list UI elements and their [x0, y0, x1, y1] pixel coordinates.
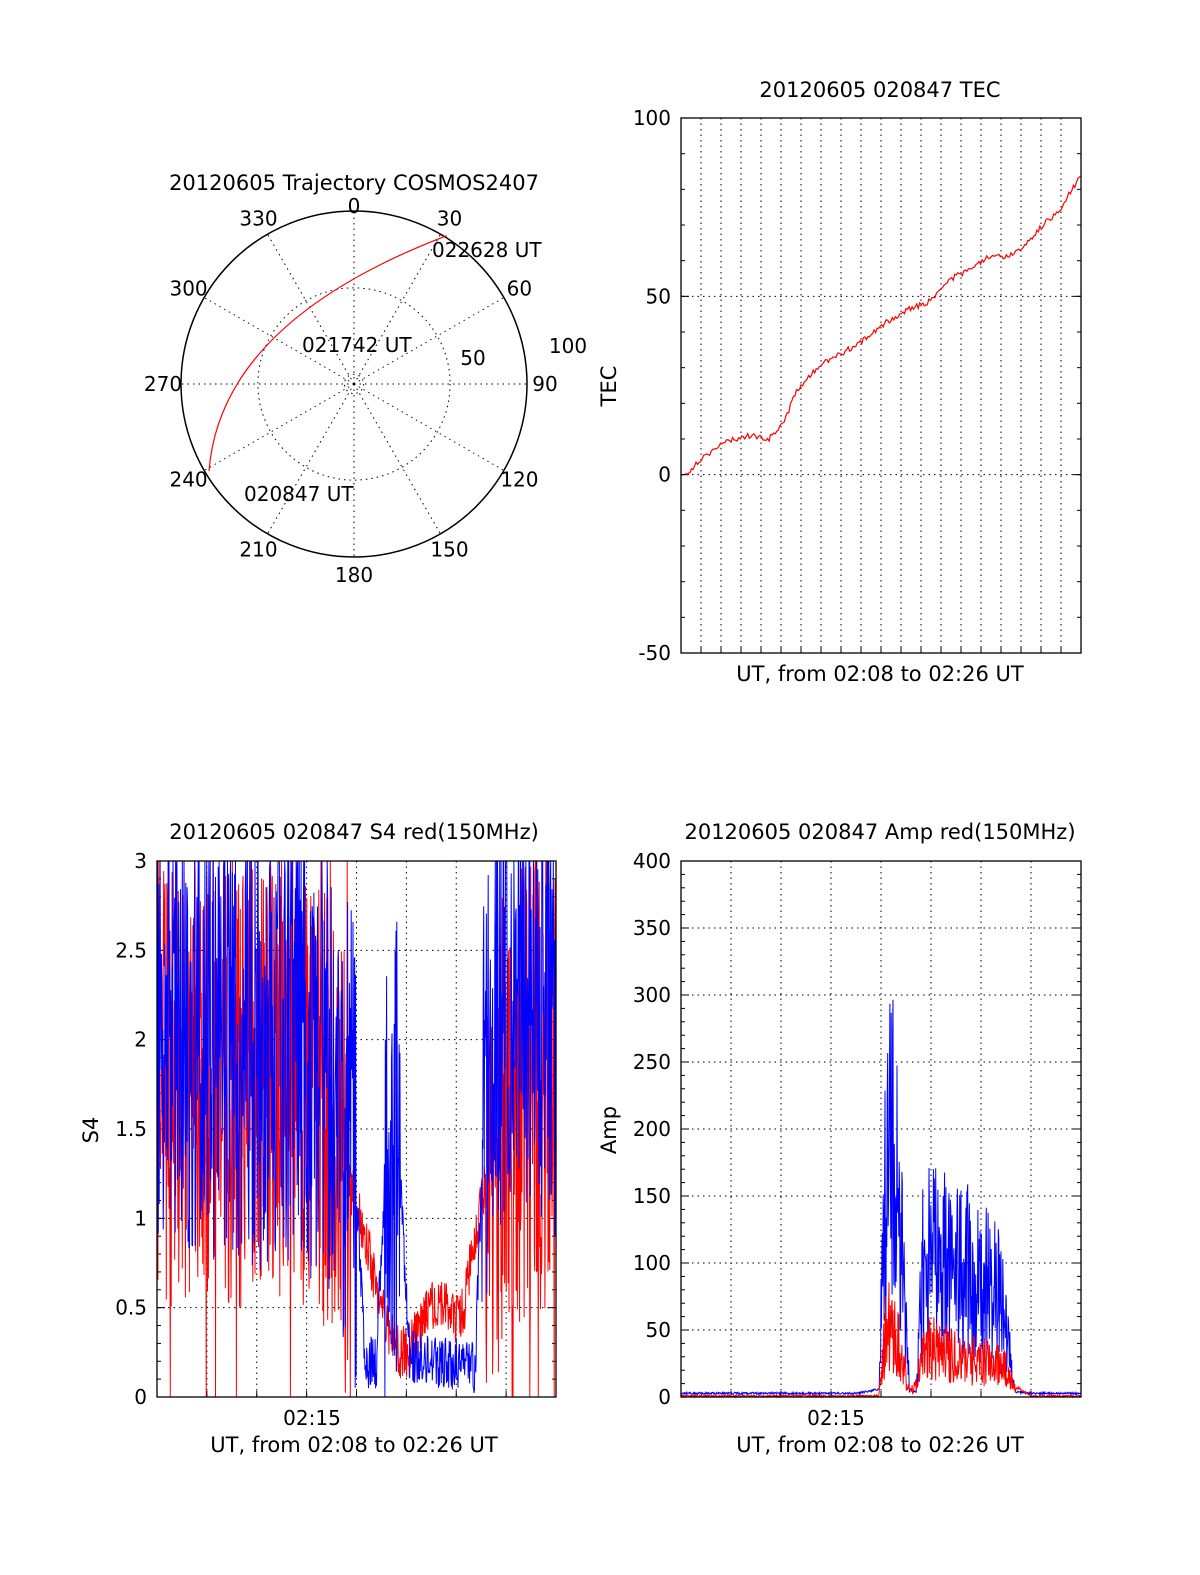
- polar-azimuth-label-270: 270: [144, 372, 182, 396]
- polar-track-line: [208, 235, 447, 472]
- s4-y-tick-labels: 0 0.5 1 1.5 2 2.5 3: [115, 849, 147, 1409]
- s4-ytick-label: 1: [134, 1206, 147, 1230]
- tec-plot-frame: [680, 117, 1082, 654]
- s4-y-axis-label: S4: [79, 1117, 103, 1144]
- amp-ticks: [681, 860, 1081, 1398]
- polar-azimuth-label-330: 330: [239, 207, 277, 231]
- s4-ytick-label: 2: [134, 1028, 147, 1052]
- amp-ytick-label: 100: [633, 1251, 671, 1275]
- polar-spoke-300: [203, 297, 355, 385]
- polar-spoke-240: [203, 383, 355, 471]
- s4-ytick-label: 0: [134, 1385, 147, 1409]
- amp-ytick-label: 50: [646, 1318, 671, 1342]
- polar-radial-label-100: 100: [549, 334, 587, 358]
- tec-grid: [681, 118, 1081, 653]
- amp-grid: [681, 861, 1081, 1397]
- amp-ytick-label: 350: [633, 916, 671, 940]
- amp-x-tick-label: 02:15: [807, 1406, 865, 1430]
- polar-azimuth-label-120: 120: [500, 468, 538, 492]
- polar-spoke-330: [267, 233, 355, 385]
- polar-azimuth-label-300: 300: [169, 277, 207, 301]
- polar-annotation-end: 022628 UT: [432, 238, 542, 262]
- polar-azimuth-label-180: 180: [335, 563, 373, 587]
- s4-ytick-label: 2.5: [115, 938, 147, 962]
- polar-ring-50: [257, 287, 451, 481]
- amp-y-tick-labels: 0 50 100 150 200 250 300 350 400: [633, 849, 671, 1409]
- amp-plot-frame: [680, 860, 1082, 1398]
- s4-title: 20120605 020847 S4 red(150MHz): [169, 820, 539, 844]
- s4-ytick-label: 0.5: [115, 1296, 147, 1320]
- polar-annotation-mid: 021742 UT: [302, 333, 412, 357]
- tec-y-tick-labels: -50 0 50 100: [633, 106, 671, 665]
- s4-ytick-label: 1.5: [115, 1117, 147, 1141]
- polar-spoke-30: [353, 233, 441, 385]
- polar-title: 20120605 Trajectory COSMOS2407: [169, 171, 539, 195]
- tec-panel: 20120605 020847 TEC -50 0 50 100 TEC UT, fr…: [597, 78, 1082, 686]
- amp-panel: 20120605 020847 Amp red(150MHz) 0 50 100 15…: [597, 820, 1082, 1457]
- tec-ytick-label: -50: [638, 641, 671, 665]
- s4-plot-frame: [156, 860, 557, 1398]
- amp-ytick-label: 400: [633, 849, 671, 873]
- polar-azimuth-label-60: 60: [507, 277, 532, 301]
- amp-ytick-label: 0: [658, 1385, 671, 1409]
- amp-ytick-label: 250: [633, 1050, 671, 1074]
- amp-x-axis-label: UT, from 02:08 to 02:26 UT: [736, 1433, 1024, 1457]
- polar-spoke-120: [353, 383, 505, 471]
- tec-x-axis-label: UT, from 02:08 to 02:26 UT: [736, 662, 1024, 686]
- s4-panel: 20120605 020847 S4 red(150MHz) 0 0.5 1 1.5 2…: [79, 820, 557, 1457]
- amp-y-axis-label: Amp: [597, 1106, 621, 1154]
- tec-ytick-label: 100: [633, 106, 671, 130]
- tec-title: 20120605 020847 TEC: [759, 78, 1000, 102]
- tec-ticks: [681, 117, 1081, 654]
- polar-azimuth-label-0: 0: [348, 194, 361, 218]
- s4-x-tick-label: 02:15: [283, 1406, 341, 1430]
- polar-azimuth-label-240: 240: [169, 468, 207, 492]
- polar-azimuth-label-210: 210: [239, 537, 277, 561]
- polar-annotation-start: 020847 UT: [244, 482, 354, 506]
- polar-panel: 20120605 Trajectory COSMOS2407 0 30 60 90 12…: [144, 171, 587, 587]
- polar-azimuth-labels: 0 30 60 90 120 150 180 210 240 270 300 330: [144, 194, 558, 587]
- tec-ytick-label: 50: [646, 284, 671, 308]
- amp-title: 20120605 020847 Amp red(150MHz): [684, 820, 1075, 844]
- tec-series-line: [685, 175, 1082, 476]
- polar-azimuth-label-30: 30: [437, 207, 462, 231]
- tec-y-axis-label: TEC: [597, 366, 621, 408]
- polar-ring-center: [343, 373, 365, 395]
- polar-outer-circle: [180, 210, 528, 558]
- polar-spoke-60: [353, 297, 505, 385]
- amp-red-series-line: [680, 1282, 1082, 1399]
- polar-spoke-150: [353, 383, 441, 535]
- s4-blue-series-line: [156, 859, 557, 1398]
- amp-ytick-label: 200: [633, 1117, 671, 1141]
- s4-ytick-label: 3: [134, 849, 147, 873]
- polar-azimuth-label-90: 90: [532, 372, 557, 396]
- polar-azimuth-label-150: 150: [430, 537, 468, 561]
- polar-radial-label-50: 50: [460, 346, 485, 370]
- amp-ytick-label: 300: [633, 983, 671, 1007]
- tec-ytick-label: 0: [658, 463, 671, 487]
- amp-ytick-label: 150: [633, 1184, 671, 1208]
- polar-spoke-210: [267, 383, 355, 535]
- s4-x-axis-label: UT, from 02:08 to 02:26 UT: [210, 1433, 498, 1457]
- polar-grid: [181, 211, 527, 557]
